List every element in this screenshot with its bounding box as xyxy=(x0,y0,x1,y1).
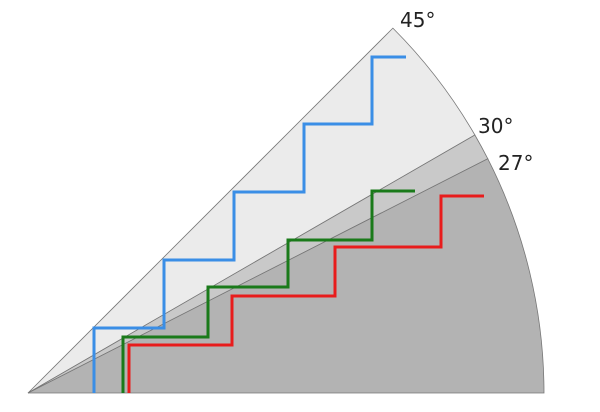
angle-label-45: 45° xyxy=(400,8,435,32)
stair-profile-27deg xyxy=(127,194,484,393)
sector-0-27 xyxy=(27,158,545,394)
stair-profile-45deg xyxy=(92,55,406,393)
stair-profile-30deg xyxy=(121,189,415,393)
angle-label-30: 30° xyxy=(478,114,513,138)
angle-label-27: 27° xyxy=(498,151,533,175)
